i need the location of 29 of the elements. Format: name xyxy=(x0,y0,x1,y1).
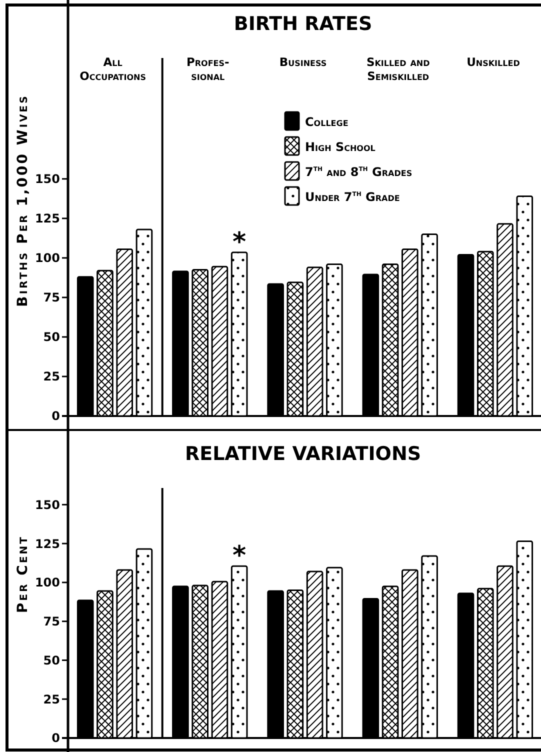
chart-title: BIRTH RATES xyxy=(234,13,372,35)
x-tick-label: Skilled and Semiskilled xyxy=(366,55,430,83)
y-tick-label: 25 xyxy=(43,692,60,706)
legend-label: High School xyxy=(305,140,376,154)
y-tick-label: 0 xyxy=(52,409,60,424)
legend-label: 7$^{th}$ and 8$^{th}$ Grades xyxy=(305,163,412,179)
y-axis-title: Per Cent xyxy=(15,535,31,613)
y-tick-label: 0 xyxy=(52,731,60,746)
y-tick-label: 25 xyxy=(43,370,60,384)
x-tick-label: Unskilled xyxy=(466,55,520,69)
y-tick-label: 50 xyxy=(43,330,60,344)
y-tick-label: 125 xyxy=(34,212,60,226)
y-tick-label: 50 xyxy=(43,653,60,668)
annotation: * xyxy=(232,541,247,572)
y-tick-label: 150 xyxy=(34,172,60,186)
x-tick-label: Business xyxy=(279,55,327,69)
y-axis-title: Births Per 1,000 Wives xyxy=(15,94,31,307)
annotation: * xyxy=(232,227,247,258)
x-tick-label: Profes- sional xyxy=(186,55,230,83)
y-tick-label: 150 xyxy=(34,498,60,512)
x-tick-label: All Occupations xyxy=(80,55,146,83)
y-tick-label: 75 xyxy=(43,614,60,629)
legend-label: Under 7$^{th}$ Grade xyxy=(305,188,400,204)
y-tick-label: 100 xyxy=(34,251,60,266)
text: RELATIVE VARIATIONS xyxy=(184,443,422,465)
y-tick-label: 125 xyxy=(34,536,60,551)
legend-label: College xyxy=(305,115,348,129)
y-tick-label: 75 xyxy=(43,290,60,305)
y-tick-label: 100 xyxy=(34,576,60,590)
